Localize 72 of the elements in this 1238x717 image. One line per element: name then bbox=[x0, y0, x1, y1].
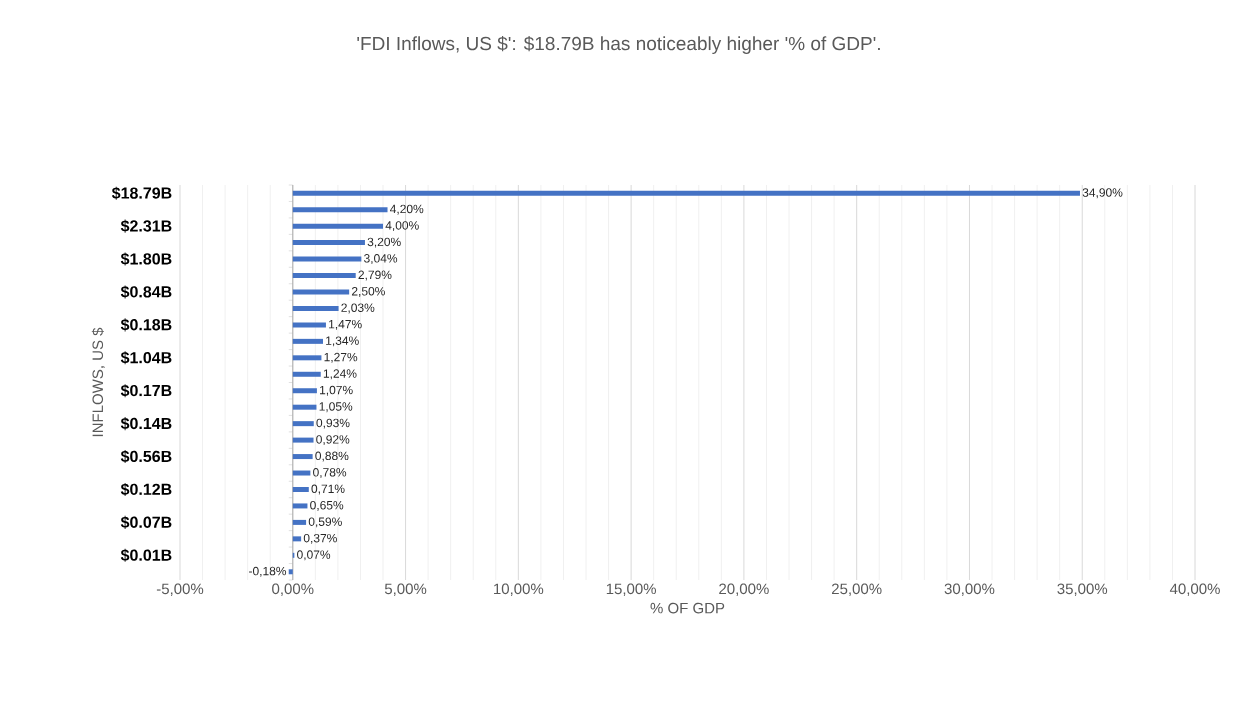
data-label: 0,71% bbox=[311, 484, 345, 495]
data-label: 34,90% bbox=[1082, 188, 1123, 199]
y-tick-label: $0.01B bbox=[120, 548, 172, 562]
data-label: 2,79% bbox=[358, 270, 392, 281]
bar bbox=[292, 256, 362, 262]
bar bbox=[292, 322, 326, 328]
data-label: 0,37% bbox=[303, 533, 337, 544]
y-tick-label: $0.84B bbox=[120, 285, 172, 299]
bar bbox=[292, 503, 308, 509]
data-label: 0,88% bbox=[315, 451, 349, 462]
x-tick-label: 15,00% bbox=[606, 583, 657, 596]
bar bbox=[292, 437, 314, 443]
y-tick-label: $2.31B bbox=[120, 219, 172, 233]
bar bbox=[292, 519, 307, 525]
y-tick-label: $0.18B bbox=[120, 318, 172, 332]
x-axis-title: % OF GDP bbox=[650, 602, 725, 614]
data-label: 0,59% bbox=[308, 517, 342, 528]
bar bbox=[292, 223, 383, 229]
x-tick-label: 20,00% bbox=[719, 583, 769, 596]
data-label: 0,93% bbox=[316, 418, 350, 429]
x-tick-label: 30,00% bbox=[944, 583, 995, 596]
data-label: 1,05% bbox=[319, 402, 353, 413]
data-label: 1,27% bbox=[324, 352, 358, 363]
y-tick-label: $0.07B bbox=[120, 515, 172, 529]
bar bbox=[292, 454, 313, 460]
data-label: 0,65% bbox=[310, 500, 344, 511]
y-tick-label: $1.04B bbox=[120, 351, 172, 365]
data-label: 0,07% bbox=[297, 550, 331, 561]
data-label: 1,34% bbox=[326, 336, 359, 347]
y-tick-label: $18.79B bbox=[111, 186, 172, 200]
bar bbox=[292, 371, 321, 377]
y-tick-label: $0.56B bbox=[120, 450, 172, 464]
data-label: 3,20% bbox=[367, 237, 401, 248]
data-label: -0,18% bbox=[249, 566, 287, 577]
bar bbox=[292, 240, 365, 246]
x-tick-label: 10,00% bbox=[494, 583, 544, 596]
bar bbox=[292, 305, 339, 311]
data-label: 4,20% bbox=[390, 204, 424, 215]
bar bbox=[292, 289, 350, 295]
data-label: 1,47% bbox=[329, 319, 362, 330]
bar bbox=[292, 273, 356, 279]
data-label: 3,04% bbox=[364, 254, 398, 265]
y-tick-label: $0.17B bbox=[120, 384, 172, 398]
bar bbox=[292, 470, 311, 476]
x-tick-label: -5,00% bbox=[156, 583, 204, 596]
x-tick-label: 35,00% bbox=[1057, 583, 1108, 596]
y-axis-title: INFLOWS, US $ bbox=[91, 327, 105, 437]
bar bbox=[292, 388, 317, 394]
y-tick-label: $1.80B bbox=[120, 252, 172, 266]
bar bbox=[292, 536, 302, 542]
bar bbox=[292, 404, 317, 410]
x-tick-label: 40,00% bbox=[1169, 583, 1220, 596]
bar bbox=[292, 421, 314, 427]
x-tick-label: 25,00% bbox=[831, 583, 882, 596]
bar bbox=[292, 190, 1080, 196]
y-tick-label: $0.12B bbox=[120, 482, 172, 497]
data-label: 4,00% bbox=[385, 221, 419, 232]
x-tick-label: 0,00% bbox=[272, 583, 314, 596]
data-label: 0,92% bbox=[316, 435, 350, 446]
data-label: 1,24% bbox=[323, 369, 357, 380]
data-label: 0,78% bbox=[313, 468, 347, 478]
chart-title: 'FDI Inflows, US $': $18.79B has noticeably higher '% of GDP'. bbox=[357, 36, 880, 54]
bar bbox=[292, 486, 309, 492]
x-tick-label: 5,00% bbox=[384, 583, 427, 596]
data-label: 2,03% bbox=[341, 303, 375, 314]
bar bbox=[292, 338, 324, 344]
data-label: 1,07% bbox=[320, 385, 353, 396]
y-tick-label: $0.14B bbox=[120, 417, 172, 431]
data-label: 2,50% bbox=[351, 287, 385, 297]
bar bbox=[292, 355, 322, 361]
bar bbox=[292, 207, 388, 213]
bar bbox=[288, 569, 293, 575]
